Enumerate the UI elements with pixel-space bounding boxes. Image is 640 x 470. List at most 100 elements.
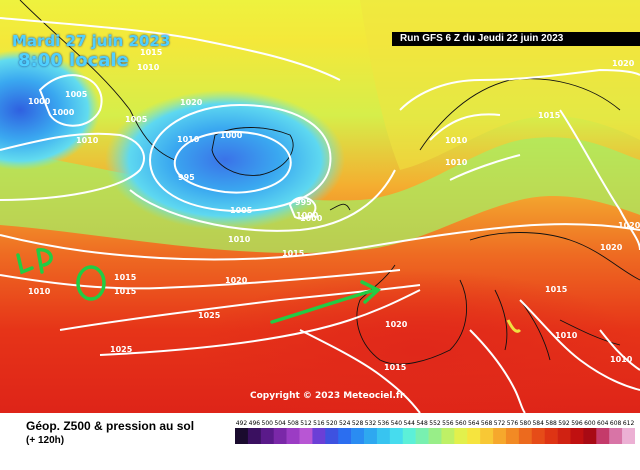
scale-swatch [299,428,313,444]
scale-swatch [531,428,545,444]
low-pressure-west [0,50,100,170]
low-pressure-iceland [105,90,345,230]
scale-tick-label: 584 [532,420,544,427]
isobar-label: 1020 [618,221,640,230]
scale-swatch [609,428,623,444]
scale-swatch [596,428,610,444]
scale-tick-label: 548 [416,420,428,427]
scale-tick-label: 588 [545,420,557,427]
annotation-l-mark [16,253,34,275]
forecast-time: 8:00 locale [18,50,129,71]
scale-tick-label: 608 [610,420,622,427]
scale-tick-label: 560 [455,420,467,427]
isobar-label: 1000 [52,108,75,117]
isobar-label: 1010 [445,136,468,145]
annotation-arrow-shaft [270,288,377,324]
scale-tick-label: 576 [507,420,519,427]
isobar-label: 1010 [610,355,633,364]
forecast-date: Mardi 27 juin 2023 [12,32,171,50]
isobar-label: 1005 [230,206,253,215]
scale-swatch [622,428,635,444]
scale-swatch [441,428,455,444]
isobar-label: 1025 [110,345,133,354]
scale-tick-label: 552 [429,420,441,427]
isobar-label: 1010 [137,63,160,72]
isobar-label: 1015 [114,287,137,296]
scale-swatch [338,428,352,444]
scale-swatch [364,428,378,444]
scale-tick-label: 600 [584,420,596,427]
scale-tick-label: 564 [468,420,480,427]
isobar-label: 1010 [555,331,578,340]
isobar-label: 1000 [300,214,323,223]
isobar-label: 1015 [140,48,163,57]
isobar-label: 1005 [125,115,148,124]
isobar-label: 1010 [76,136,99,145]
scale-tick-label: 556 [442,420,454,427]
mid-geopotential-band [0,137,640,254]
isobar-label: 1015 [384,363,407,372]
scale-tick-label: 532 [365,420,377,427]
isobar-label: 995 [178,173,195,182]
scale-tick-label: 568 [481,420,493,427]
scale-tick-label: 572 [494,420,506,427]
scale-swatch [402,428,416,444]
annotation-yellow-mark [506,319,522,333]
isobar-label: 1020 [385,320,408,329]
scale-tick-label: 612 [623,420,635,427]
scale-tick-label: 536 [378,420,390,427]
scale-swatch [235,428,249,444]
isobar-label: 995 [295,198,312,207]
isobar-label: 1000 [28,97,51,106]
scale-swatch [570,428,584,444]
annotation-circle [76,265,106,301]
scale-swatch [505,428,520,444]
isobar-label: 1010 [228,235,251,244]
chart-title: Géop. Z500 & pression au sol [26,419,195,433]
isobar-label: 1015 [545,285,568,294]
scale-tick-label: 596 [571,420,583,427]
scale-swatch [312,428,326,444]
scale-swatch [454,428,468,444]
isobar-label: 1015 [114,273,137,282]
scale-swatch [351,428,365,444]
scale-swatch [557,428,571,444]
isobar-label: 1000 [296,211,319,220]
high-geopotential-core [200,270,640,413]
isobar-lines [0,17,640,413]
scale-swatch [389,428,404,444]
isobar-label: 1015 [282,249,305,258]
isobar-label: 1010 [445,158,468,167]
scale-tick-label: 604 [597,420,609,427]
scale-swatch [286,428,300,444]
model-run-label: Run GFS 6 Z du Jeudi 22 juin 2023 [392,32,640,46]
isobar-label: 1010 [177,135,200,144]
scale-tick-label: 516 [313,420,325,427]
scale-tick-label: 528 [352,420,364,427]
isobar-label: 1010 [28,287,51,296]
isobar-label: 1020 [612,59,635,68]
scale-swatch [467,428,481,444]
isobar-label: 1000 [220,131,243,140]
scale-swatch [583,428,597,444]
isobar-label: 1015 [538,111,561,120]
annotation-arrowhead [360,280,382,304]
scale-swatch [415,428,429,444]
scale-swatch [273,428,287,444]
isobar-label: 1005 [65,90,88,99]
forecast-horizon: (+ 120h) [26,435,65,446]
scale-tick-label: 540 [391,420,403,427]
scale-tick-label: 500 [262,420,274,427]
scale-swatch [493,428,507,444]
scale-tick-label: 520 [326,420,338,427]
scale-tick-label: 496 [249,420,261,427]
scale-tick-label: 504 [274,420,286,427]
hand-annotations [16,248,382,324]
scale-swatch [544,428,558,444]
scale-tick-label: 580 [520,420,532,427]
scale-swatch [480,428,494,444]
scale-swatch [325,428,339,444]
legend-panel: Géop. Z500 & pression au sol (+ 120h) 49… [0,413,640,470]
